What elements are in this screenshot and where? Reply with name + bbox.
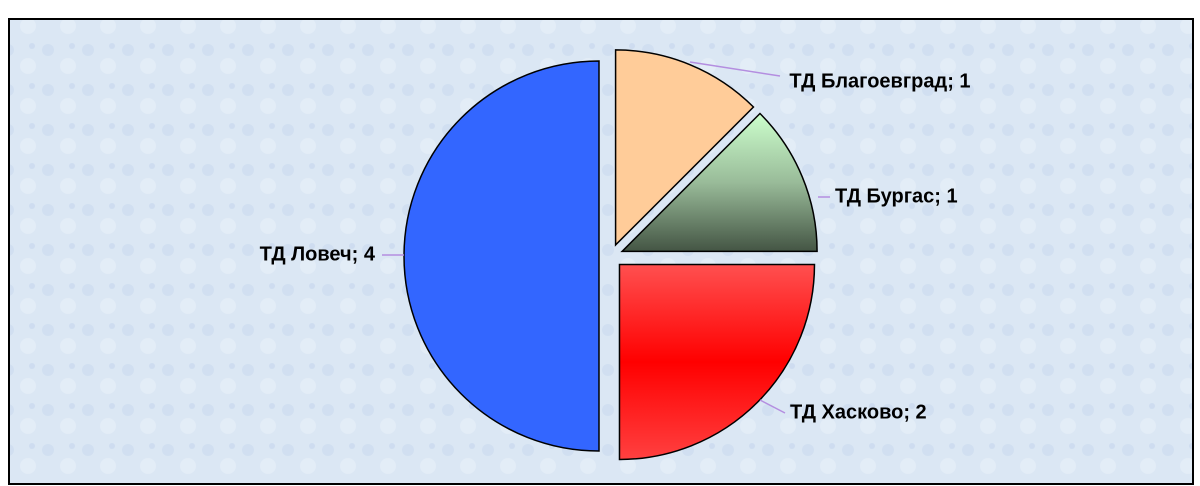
- pie-slice: ТД Благоевград: [614, 49, 755, 247]
- data-label: ТД Благоевград; 1: [789, 70, 970, 92]
- plot-frame: [8, 18, 1194, 485]
- leader-line: [759, 399, 786, 414]
- data-label: ТД Хасково; 2: [790, 401, 927, 423]
- leader-line: [689, 61, 781, 77]
- pie-slice: ТД Хасково: [618, 263, 816, 461]
- data-label: ТД Бургас; 1: [835, 185, 958, 207]
- pie-slice: ТД Ловеч: [403, 60, 600, 452]
- data-label: ТД Ловеч; 4: [260, 243, 376, 265]
- pie-slice: ТД Бургас: [620, 112, 818, 253]
